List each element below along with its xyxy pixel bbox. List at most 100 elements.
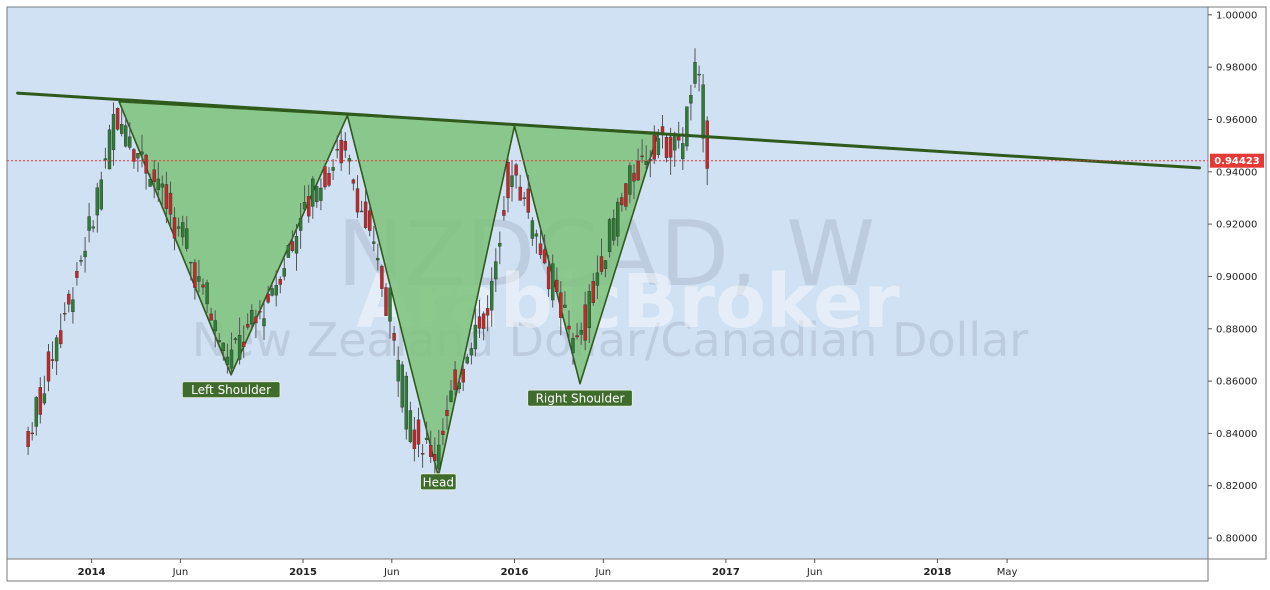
candle [335, 135, 339, 159]
candle-up-body [302, 201, 307, 210]
candle-down-body [392, 333, 396, 341]
candle [563, 291, 567, 309]
candle [262, 301, 266, 340]
candle [461, 364, 465, 391]
candle-down-body [453, 369, 457, 390]
candle [245, 313, 250, 330]
candle-up-body [79, 260, 83, 262]
candle [347, 154, 352, 175]
x-axis-panel[interactable] [6, 558, 1209, 582]
candle-down-body [258, 311, 262, 313]
candle-down-body [193, 262, 197, 288]
candle-down-body [144, 154, 148, 174]
candle-up-body [685, 106, 689, 147]
candle [424, 421, 429, 444]
candle [449, 380, 453, 403]
x-tick-label: 2014 [78, 567, 106, 578]
y-tick-label: 0.98000 [1216, 63, 1257, 74]
candle [59, 313, 63, 349]
candle [481, 311, 486, 341]
candle [54, 334, 59, 376]
candle [83, 237, 87, 273]
candle [209, 307, 213, 321]
y-tick-label: 0.88000 [1216, 324, 1257, 335]
candle [473, 307, 478, 357]
candle-down-body [632, 172, 636, 182]
candle-down-body [30, 432, 34, 435]
candle-down-body [624, 183, 628, 207]
candle [67, 290, 71, 313]
candle [372, 226, 376, 252]
candle [469, 342, 474, 365]
candle-down-body [575, 335, 579, 338]
candle-down-body [75, 271, 79, 278]
candle [595, 255, 600, 299]
candle [164, 171, 169, 224]
candle [311, 176, 315, 219]
candle-up-body [217, 340, 222, 343]
y-tick-label: 0.94000 [1216, 167, 1257, 178]
candle-up-body [262, 318, 266, 327]
x-tick-label: 2017 [712, 567, 740, 578]
candle [546, 255, 551, 297]
candle [319, 178, 323, 211]
candle [189, 261, 193, 281]
candle [71, 287, 75, 324]
current-price-tag: 0.94423 [1210, 153, 1264, 168]
y-axis-panel[interactable] [1207, 6, 1267, 560]
candle [266, 285, 270, 304]
candle [128, 122, 132, 150]
candle-up-body [54, 337, 59, 362]
candle-down-body [343, 140, 347, 151]
candle [270, 284, 274, 297]
candle-up-body [490, 280, 494, 311]
overlay-layer: Left Shoulder Head Right Shoulder [7, 91, 1208, 491]
candle-down-body [115, 107, 120, 130]
candle-up-body [603, 260, 608, 269]
candle [123, 116, 128, 148]
pattern-label-bg [527, 389, 633, 407]
candle [115, 107, 120, 131]
candle-up-body [644, 161, 648, 165]
candle-down-body [152, 169, 156, 182]
candle [237, 317, 242, 365]
candle-up-body [607, 219, 612, 252]
candle [445, 395, 449, 430]
candle [465, 353, 469, 365]
candle-down-body [380, 266, 384, 289]
candle [359, 200, 364, 213]
candle [433, 437, 437, 478]
pattern-label-bg [181, 381, 281, 399]
candle-down-body [67, 293, 71, 305]
candle [46, 344, 51, 392]
candle [168, 181, 173, 230]
candle-up-body [286, 244, 291, 258]
candle [542, 234, 547, 265]
candle-up-body [213, 320, 217, 332]
candle-down-body [526, 188, 530, 213]
candle-up-body [107, 129, 112, 170]
candle-down-body [50, 359, 55, 361]
candle [132, 147, 136, 169]
candle [111, 102, 116, 166]
candle-up-body [372, 241, 376, 244]
candle [144, 153, 148, 190]
candle-down-body [420, 453, 425, 455]
candle [526, 174, 530, 219]
candle-down-body [514, 164, 518, 176]
candle [282, 258, 286, 281]
candle [75, 262, 79, 286]
candle [103, 147, 108, 169]
candle [567, 310, 571, 340]
x-tick-label: 2016 [501, 567, 529, 578]
candle [616, 197, 620, 247]
candle-down-body [518, 186, 522, 201]
candle [689, 84, 693, 121]
candle [587, 284, 591, 343]
candle [384, 283, 388, 316]
candle-down-body [481, 313, 486, 329]
candle-up-body [282, 268, 286, 277]
candle-up-body [376, 258, 380, 261]
